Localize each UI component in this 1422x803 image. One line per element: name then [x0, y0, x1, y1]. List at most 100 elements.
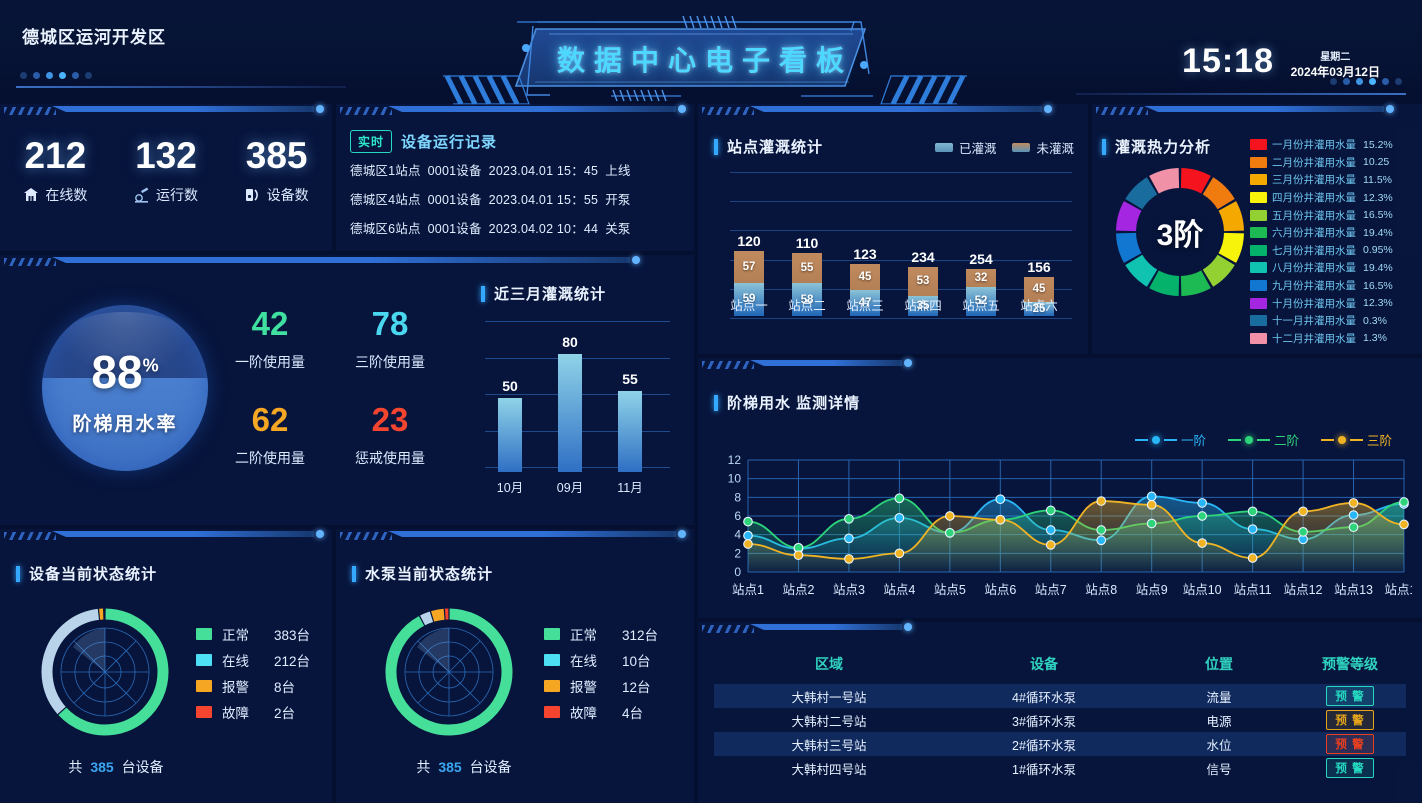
status-legend-row[interactable]: 在线 212台 [196, 647, 310, 673]
status-badge[interactable]: 预 警 [1326, 734, 1374, 754]
data-point[interactable] [743, 530, 753, 541]
donut-segment[interactable] [1218, 232, 1244, 263]
data-point[interactable] [1298, 506, 1308, 517]
table-row[interactable]: 大韩村一号站 4#循环水泵 流量 预 警 [714, 684, 1406, 708]
stacked-bar-column[interactable]: 55 58 110 站点二 [788, 235, 826, 316]
heat-legend-row[interactable]: 六月份井灌用水量 19.4% [1250, 224, 1422, 242]
data-point[interactable] [1197, 498, 1208, 508]
bar-column[interactable]: 80 [558, 334, 582, 472]
data-point[interactable] [1298, 527, 1308, 537]
table-row[interactable]: 大韩村二号站 3#循环水泵 电源 预 警 [714, 708, 1406, 732]
data-point[interactable] [844, 554, 854, 564]
data-point[interactable] [1399, 519, 1409, 530]
heat-legend-row[interactable]: 二月份井灌用水量 10.25 [1250, 154, 1422, 172]
log-row[interactable]: 德城区4站点 0001设备 2023.04.01 15：55 开泵 [350, 189, 686, 208]
heat-legend-row[interactable]: 四月份井灌用水量 12.3% [1250, 189, 1422, 207]
data-point[interactable] [1348, 510, 1359, 520]
data-point[interactable] [944, 511, 955, 521]
data-point[interactable] [1399, 497, 1409, 507]
donut-segment[interactable] [1116, 201, 1142, 232]
data-point[interactable] [1096, 535, 1107, 546]
legend-item[interactable]: 一阶 [1134, 430, 1206, 449]
donut-segment[interactable] [41, 608, 100, 715]
data-point[interactable] [1146, 491, 1157, 502]
heat-legend-row[interactable]: 十月份井灌用水量 12.3% [1250, 294, 1422, 312]
data-point[interactable] [1247, 506, 1258, 517]
data-point[interactable] [844, 513, 854, 524]
heat-legend-row[interactable]: 一月份井灌用水量 15.2% [1250, 136, 1422, 154]
donut-segment[interactable] [431, 608, 445, 622]
heat-legend-row[interactable]: 十二月井灌用水量 1.3% [1250, 330, 1422, 348]
table-row[interactable]: 大韩村三号站 2#循环水泵 水位 预 警 [714, 732, 1406, 756]
data-point[interactable] [844, 533, 854, 544]
data-point[interactable] [1247, 524, 1258, 534]
donut-segment[interactable] [1202, 177, 1235, 210]
donut-segment[interactable] [1116, 232, 1142, 263]
status-legend-row[interactable]: 故障 2台 [196, 699, 310, 725]
heat-legend-row[interactable]: 十一月井灌用水量 0.3% [1250, 312, 1422, 330]
header-dot-icon [904, 359, 912, 367]
status-badge[interactable]: 预 警 [1326, 710, 1374, 730]
heat-legend-row[interactable]: 七月份井灌用水量 0.95% [1250, 242, 1422, 260]
data-point[interactable] [1197, 511, 1208, 521]
stacked-bar-column[interactable]: 53 35 234 站点四 [904, 249, 942, 316]
donut-segment[interactable] [1218, 201, 1244, 232]
donut-segment[interactable] [1202, 254, 1235, 287]
data-point[interactable] [1045, 505, 1056, 516]
data-point[interactable] [1045, 525, 1056, 535]
status-legend-row[interactable]: 正常 312台 [544, 621, 658, 647]
legend-item[interactable]: 二阶 [1227, 430, 1299, 449]
heat-legend-row[interactable]: 五月份井灌用水量 16.5% [1250, 206, 1422, 224]
heat-legend-row[interactable]: 三月份井灌用水量 11.5% [1250, 171, 1422, 189]
heat-legend-row[interactable]: 九月份井灌用水量 16.5% [1250, 277, 1422, 295]
data-point[interactable] [894, 513, 905, 523]
data-point[interactable] [793, 550, 804, 561]
heat-legend-row[interactable]: 八月份井灌用水量 19.4% [1250, 259, 1422, 277]
donut-segment[interactable] [1149, 270, 1180, 296]
status-legend-row[interactable]: 报警 8台 [196, 673, 310, 699]
data-point[interactable] [1146, 518, 1157, 529]
data-point[interactable] [1146, 499, 1157, 510]
data-point[interactable] [1197, 538, 1208, 548]
donut-segment[interactable] [385, 608, 513, 736]
table-row[interactable]: 大韩村四号站 1#循环水泵 信号 预 警 [714, 756, 1406, 780]
data-point[interactable] [944, 527, 955, 538]
data-point[interactable] [995, 494, 1006, 505]
status-legend-row[interactable]: 故障 4台 [544, 699, 658, 725]
data-point[interactable] [1045, 540, 1056, 550]
stacked-bar-column[interactable]: 57 59 120 站点一 [730, 233, 768, 316]
stacked-bar-column[interactable]: 32 52 254 站点五 [962, 251, 1000, 316]
data-point[interactable] [1348, 522, 1359, 533]
log-row[interactable]: 德城区1站点 0001设备 2023.04.01 15：45 上线 [350, 160, 686, 179]
status-badge[interactable]: 预 警 [1326, 758, 1374, 778]
stacked-bar-column[interactable]: 45 47 123 站点三 [846, 246, 884, 316]
donut-segment[interactable] [1125, 254, 1158, 287]
radar-decor-icon [60, 627, 150, 717]
data-point[interactable] [894, 548, 905, 559]
data-point[interactable] [743, 539, 753, 549]
stacked-bar-column[interactable]: 45 25 156 站点六 [1020, 259, 1058, 316]
status-legend-row[interactable]: 正常 383台 [196, 621, 310, 647]
legend-item[interactable]: 已灌溉 [934, 138, 996, 157]
data-point[interactable] [1096, 496, 1107, 506]
donut-segment[interactable] [420, 611, 434, 626]
status-legend-row[interactable]: 在线 10台 [544, 647, 658, 673]
log-row[interactable]: 德城区6站点 0001设备 2023.04.02 10：44 关泵 [350, 218, 686, 237]
data-point[interactable] [1348, 498, 1359, 508]
bar-column[interactable]: 55 [618, 371, 642, 472]
donut-segment[interactable] [1180, 270, 1211, 296]
status-badge[interactable]: 预 警 [1326, 686, 1374, 706]
data-point[interactable] [995, 514, 1006, 525]
legend-item[interactable]: 未灌溉 [1012, 138, 1074, 157]
donut-segment[interactable] [1125, 177, 1158, 210]
donut-segment[interactable] [58, 608, 169, 736]
data-point[interactable] [1096, 525, 1107, 535]
data-point[interactable] [1247, 553, 1258, 563]
status-legend-row[interactable]: 报警 12台 [544, 673, 658, 699]
data-point[interactable] [743, 516, 753, 527]
bar-column[interactable]: 50 [498, 378, 522, 472]
data-point[interactable] [894, 493, 905, 504]
donut-segment[interactable] [1180, 168, 1211, 194]
donut-segment[interactable] [1149, 168, 1180, 194]
legend-item[interactable]: 三阶 [1320, 430, 1392, 449]
